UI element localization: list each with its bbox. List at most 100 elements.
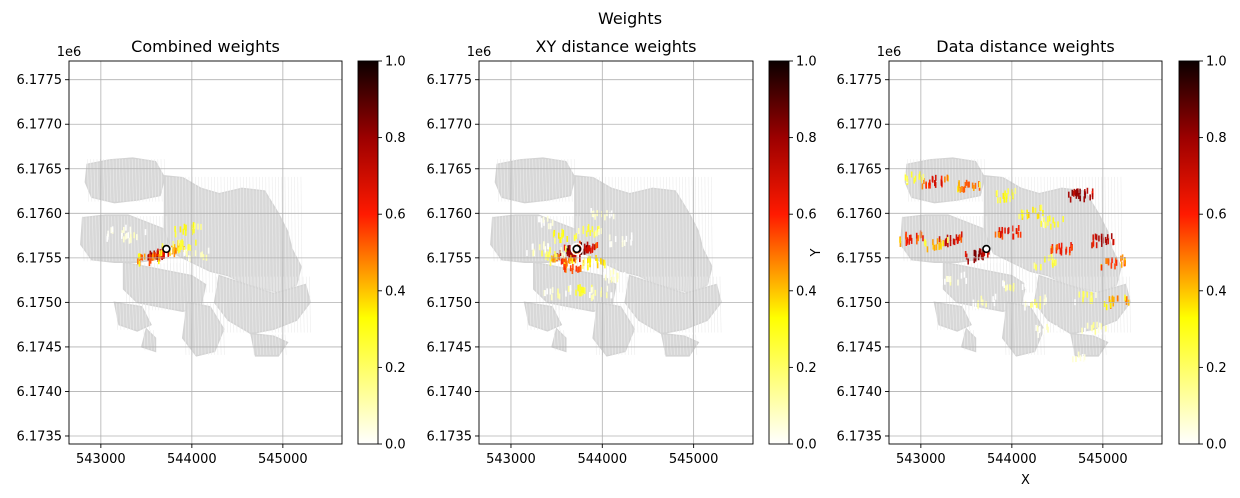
flight-line: [1023, 303, 1026, 355]
weight-point: [1060, 249, 1063, 256]
weight-point: [1048, 215, 1051, 222]
flight-line: [103, 159, 105, 202]
flight-line: [542, 303, 545, 330]
weight-point: [1084, 327, 1086, 334]
flight-line: [707, 176, 710, 293]
weight-point: [921, 183, 924, 190]
weight-point: [933, 244, 936, 251]
flight-line: [1082, 334, 1085, 355]
weight-point: [169, 249, 171, 256]
x-tick-label: 545000: [258, 452, 308, 467]
weight-point: [926, 246, 929, 253]
flight-line: [115, 159, 118, 202]
weight-point: [578, 256, 581, 263]
flight-line: [694, 276, 696, 333]
flight-line: [1090, 276, 1093, 333]
flight-line: [535, 159, 538, 202]
flight-line: [125, 303, 128, 330]
flight-line: [140, 216, 142, 262]
weight-point: [559, 237, 561, 244]
flight-line: [949, 303, 951, 330]
weight-point: [993, 300, 996, 307]
weight-point: [985, 301, 987, 308]
weight-point: [596, 242, 599, 249]
weight-point: [1036, 325, 1039, 332]
flight-line: [271, 176, 274, 293]
weight-point: [1042, 328, 1045, 335]
flight-line: [90, 159, 93, 202]
flight-line: [1129, 276, 1131, 333]
weight-point: [126, 232, 128, 239]
flight-line: [910, 159, 913, 202]
weight-point: [992, 296, 994, 303]
flight-line: [633, 303, 636, 355]
weight-point: [575, 289, 577, 296]
weight-point: [173, 251, 176, 258]
y-offset-label: 1e6: [57, 45, 82, 60]
weight-point: [596, 262, 599, 269]
flight-line: [248, 276, 251, 333]
weight-point: [582, 228, 585, 235]
weight-point: [583, 248, 586, 255]
flight-line: [1045, 276, 1048, 333]
flight-line: [669, 176, 672, 293]
weight-point: [953, 239, 956, 246]
flight-line: [511, 216, 514, 262]
weight-point: [595, 242, 597, 249]
flight-line: [1069, 176, 1072, 293]
weight-point: [1062, 216, 1064, 223]
flight-line: [241, 276, 244, 333]
weight-point: [194, 223, 196, 230]
weight-point: [603, 272, 605, 279]
weight-point: [1004, 190, 1006, 197]
weight-point: [189, 245, 192, 252]
weight-point: [181, 239, 184, 246]
colorbar-tick-label: 0.4: [1206, 284, 1227, 299]
weight-point: [591, 226, 594, 233]
weight-point: [612, 213, 615, 220]
flight-line: [548, 303, 551, 330]
flight-line: [1079, 334, 1081, 355]
weight-point: [959, 186, 962, 193]
weight-point: [578, 290, 581, 297]
weight-point: [1074, 190, 1077, 197]
weight-point: [625, 235, 628, 242]
weight-point: [605, 292, 608, 299]
flight-line: [968, 303, 970, 330]
flight-line: [969, 216, 972, 262]
flight-line: [939, 159, 941, 202]
flight-line: [666, 176, 668, 293]
colorbar-tick-label: 1.0: [1206, 55, 1227, 70]
weight-point: [1116, 295, 1119, 302]
weight-point: [591, 246, 594, 253]
flight-line: [937, 216, 940, 262]
weight-point: [557, 288, 559, 295]
flight-line: [955, 159, 957, 202]
weight-point: [571, 257, 574, 264]
weight-point: [614, 236, 617, 243]
weight-point: [981, 253, 983, 260]
flight-line: [1004, 303, 1007, 355]
weight-point: [587, 226, 589, 233]
weight-point: [106, 233, 109, 240]
weight-point: [1001, 227, 1004, 234]
weight-point: [1007, 188, 1010, 195]
flight-line: [280, 276, 283, 333]
weight-point: [1092, 240, 1095, 247]
flight-line: [939, 303, 942, 330]
weight-point: [1040, 204, 1042, 211]
flight-line: [505, 216, 508, 262]
y-tick-label: 6.1750: [837, 296, 883, 311]
flight-line: [916, 159, 919, 202]
weight-point: [1010, 285, 1012, 292]
axes-frame: [68, 60, 343, 445]
flight-line: [541, 159, 544, 202]
flight-line: [1119, 276, 1122, 333]
weight-point: [566, 260, 568, 267]
flight-line: [948, 159, 951, 202]
flight-line: [1027, 176, 1030, 293]
weight-point: [540, 218, 543, 225]
weight-point: [554, 237, 556, 244]
weight-point: [972, 305, 975, 312]
weight-point: [928, 182, 930, 189]
